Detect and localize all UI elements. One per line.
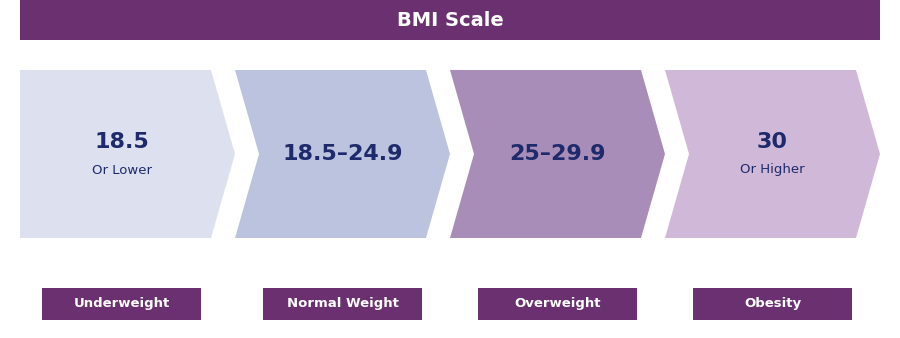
Text: BMI Scale: BMI Scale: [397, 10, 503, 29]
Text: 18.5: 18.5: [94, 132, 148, 152]
Text: 25–29.9: 25–29.9: [509, 144, 606, 164]
FancyBboxPatch shape: [478, 288, 637, 320]
Text: Normal Weight: Normal Weight: [286, 297, 399, 311]
FancyBboxPatch shape: [693, 288, 852, 320]
Polygon shape: [450, 70, 665, 238]
Text: Underweight: Underweight: [74, 297, 169, 311]
Polygon shape: [665, 70, 880, 238]
Polygon shape: [20, 70, 235, 238]
FancyBboxPatch shape: [263, 288, 422, 320]
FancyBboxPatch shape: [20, 0, 880, 40]
FancyBboxPatch shape: [42, 288, 201, 320]
Text: Overweight: Overweight: [514, 297, 601, 311]
Polygon shape: [235, 70, 450, 238]
Text: Or Lower: Or Lower: [92, 164, 151, 176]
Text: 18.5–24.9: 18.5–24.9: [283, 144, 403, 164]
Text: 30: 30: [757, 132, 788, 152]
Text: Obesity: Obesity: [744, 297, 801, 311]
Text: Or Higher: Or Higher: [740, 164, 805, 176]
